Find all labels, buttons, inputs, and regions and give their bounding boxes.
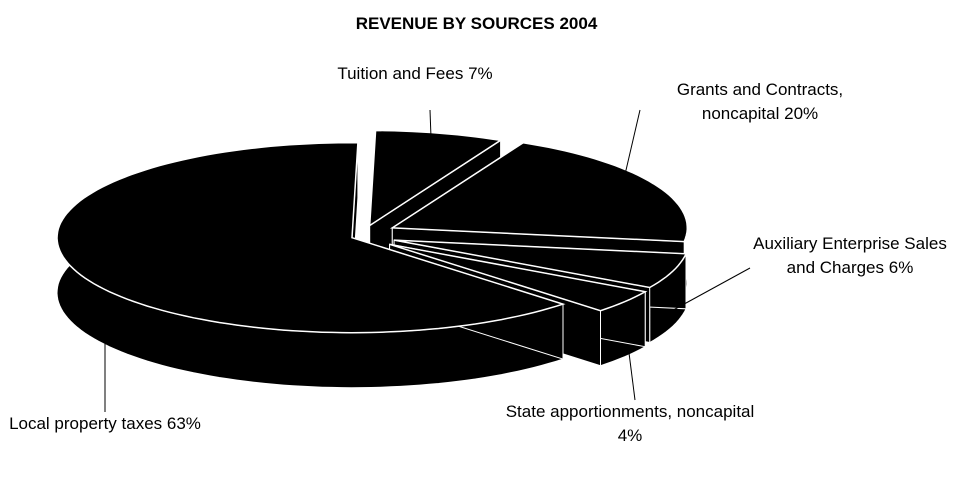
chart-title: REVENUE BY SOURCES 2004 (355, 14, 598, 33)
category-label: Local property taxes (9, 414, 163, 433)
leader-line (654, 267, 751, 321)
leader-line (627, 344, 636, 401)
leader-line (429, 109, 433, 166)
value-label: 7% (468, 64, 493, 83)
category-label: Grants and Contracts, noncapital (676, 80, 844, 123)
value-label: 63% (166, 414, 201, 433)
value-label: 20% (784, 104, 819, 123)
slice-tops (56, 129, 689, 334)
category-label: Auxiliary Enterprise Sales and Charges (753, 234, 947, 277)
slice-label: Auxiliary Enterprise Sales and Charges 6… (745, 232, 953, 280)
slice (393, 239, 688, 289)
value-label: 4% (617, 426, 643, 445)
slice-label: Grants and Contracts, noncapital 20% (640, 78, 880, 126)
value-label: 6% (888, 258, 914, 277)
leader-line (619, 109, 641, 197)
slice (56, 141, 566, 334)
slice-label: State apportionments, noncapital 4% (500, 400, 760, 448)
category-label: State apportionments, noncapital (505, 402, 755, 421)
slice (368, 129, 503, 227)
slice (389, 141, 689, 243)
slice-label: Local property taxes 63% (0, 412, 210, 436)
slice-label: Tuition and Fees 7% (330, 62, 500, 86)
slice (389, 243, 648, 312)
category-label: Tuition and Fees (337, 64, 464, 83)
